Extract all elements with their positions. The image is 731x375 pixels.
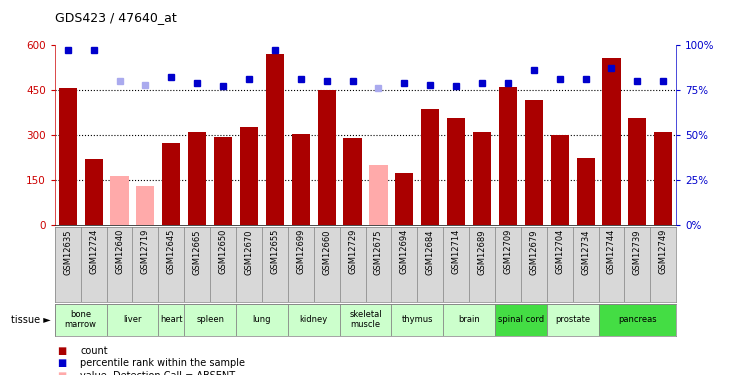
Bar bbox=[577, 158, 594, 225]
Text: GSM12640: GSM12640 bbox=[115, 229, 124, 274]
Bar bbox=[188, 132, 206, 225]
Text: GSM12660: GSM12660 bbox=[322, 229, 331, 274]
Bar bbox=[654, 132, 673, 225]
Text: thymus: thymus bbox=[401, 315, 433, 324]
Bar bbox=[55, 304, 107, 336]
Text: bone
marrow: bone marrow bbox=[65, 310, 96, 329]
Text: percentile rank within the sample: percentile rank within the sample bbox=[80, 358, 246, 368]
Text: GSM12734: GSM12734 bbox=[581, 229, 590, 274]
Text: ■: ■ bbox=[58, 371, 67, 375]
Text: value, Detection Call = ABSENT: value, Detection Call = ABSENT bbox=[80, 371, 235, 375]
Bar bbox=[236, 304, 288, 336]
Bar bbox=[473, 132, 491, 225]
Text: GSM12749: GSM12749 bbox=[659, 229, 667, 274]
Text: GSM12645: GSM12645 bbox=[167, 229, 176, 274]
Bar bbox=[317, 90, 336, 225]
Text: GSM12679: GSM12679 bbox=[529, 229, 538, 274]
Bar bbox=[240, 128, 258, 225]
Bar bbox=[628, 118, 646, 225]
Bar bbox=[110, 176, 129, 225]
Text: skeletal
muscle: skeletal muscle bbox=[349, 310, 382, 329]
Bar bbox=[214, 136, 232, 225]
Text: GSM12689: GSM12689 bbox=[477, 229, 487, 274]
Text: spinal cord: spinal cord bbox=[498, 315, 544, 324]
Bar bbox=[391, 304, 443, 336]
Text: GSM12744: GSM12744 bbox=[607, 229, 616, 274]
Bar bbox=[288, 304, 340, 336]
Bar bbox=[369, 165, 387, 225]
Bar bbox=[107, 304, 159, 336]
Text: GSM12684: GSM12684 bbox=[425, 229, 435, 274]
Text: GSM12704: GSM12704 bbox=[555, 229, 564, 274]
Bar bbox=[266, 54, 284, 225]
Text: GSM12650: GSM12650 bbox=[219, 229, 227, 274]
Bar bbox=[602, 58, 621, 225]
Text: GSM12719: GSM12719 bbox=[141, 229, 150, 274]
Text: ■: ■ bbox=[58, 346, 67, 356]
Text: count: count bbox=[80, 346, 108, 356]
Text: pancreas: pancreas bbox=[618, 315, 656, 324]
Text: GSM12709: GSM12709 bbox=[504, 229, 512, 274]
Text: GSM12694: GSM12694 bbox=[400, 229, 409, 274]
Text: lung: lung bbox=[253, 315, 271, 324]
Bar bbox=[58, 88, 77, 225]
Bar bbox=[499, 87, 517, 225]
Text: GSM12699: GSM12699 bbox=[296, 229, 306, 274]
Text: GSM12729: GSM12729 bbox=[348, 229, 357, 274]
Text: ■: ■ bbox=[58, 358, 67, 368]
Bar bbox=[443, 304, 495, 336]
Bar bbox=[421, 110, 439, 225]
Text: GSM12635: GSM12635 bbox=[64, 229, 72, 274]
Text: GSM12665: GSM12665 bbox=[193, 229, 202, 274]
Text: heart: heart bbox=[160, 315, 183, 324]
Text: prostate: prostate bbox=[555, 315, 590, 324]
Text: GSM12724: GSM12724 bbox=[89, 229, 98, 274]
Text: kidney: kidney bbox=[300, 315, 327, 324]
Bar bbox=[550, 135, 569, 225]
Bar bbox=[184, 304, 236, 336]
Text: brain: brain bbox=[458, 315, 480, 324]
Bar bbox=[340, 304, 391, 336]
Bar bbox=[159, 304, 184, 336]
Text: GSM12714: GSM12714 bbox=[452, 229, 461, 274]
Bar bbox=[85, 159, 103, 225]
Text: GSM12739: GSM12739 bbox=[633, 229, 642, 274]
Bar bbox=[344, 138, 362, 225]
Text: tissue ►: tissue ► bbox=[12, 315, 51, 325]
Text: GSM12675: GSM12675 bbox=[374, 229, 383, 274]
Bar bbox=[525, 100, 543, 225]
Bar bbox=[162, 142, 181, 225]
Text: GDS423 / 47640_at: GDS423 / 47640_at bbox=[55, 11, 177, 24]
Text: GSM12670: GSM12670 bbox=[244, 229, 254, 274]
Bar bbox=[395, 172, 414, 225]
Bar bbox=[292, 134, 310, 225]
Bar bbox=[447, 118, 465, 225]
Bar bbox=[599, 304, 676, 336]
Text: liver: liver bbox=[124, 315, 142, 324]
Text: spleen: spleen bbox=[196, 315, 224, 324]
Bar bbox=[495, 304, 547, 336]
Bar bbox=[547, 304, 599, 336]
Text: GSM12655: GSM12655 bbox=[270, 229, 279, 274]
Bar bbox=[137, 186, 154, 225]
